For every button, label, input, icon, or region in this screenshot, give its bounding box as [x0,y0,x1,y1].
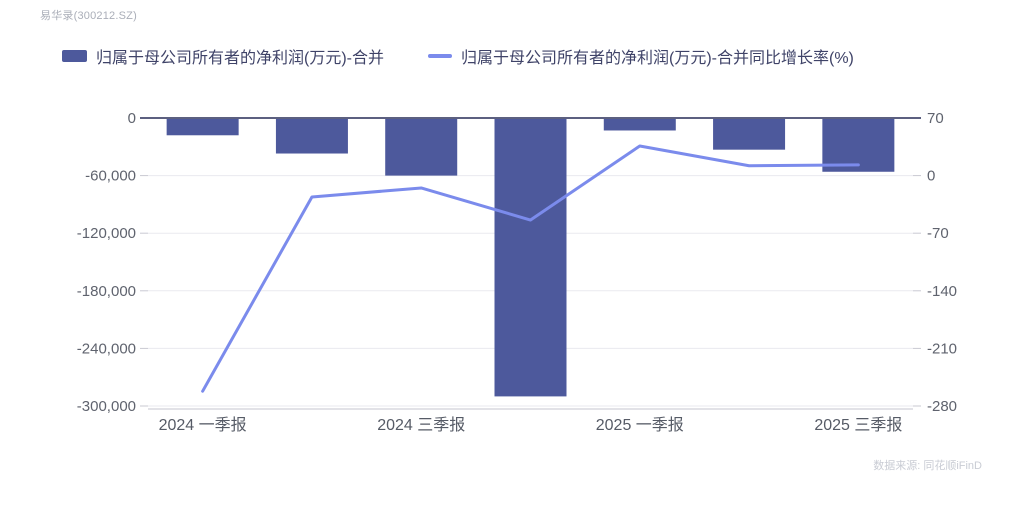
x-axis-label: 2024 一季报 [159,416,247,434]
right-axis-tick-label: -210 [927,340,957,357]
bar-2024 三季报 [385,118,458,176]
line-series-swatch-icon [428,54,452,58]
bar-2024 一季报 [166,118,239,136]
bar-2025 三季报 [822,118,895,172]
left-axis-tick-label: -240,000 [77,340,136,357]
bar-2025 一季报 [603,118,676,131]
left-axis-tick-label: -300,000 [77,398,136,415]
growth-rate-line [201,144,860,393]
bar-2024 年报 [494,118,567,397]
legend-item-growth-rate[interactable]: 归属于母公司所有者的净利润(万元)-合并同比增长率(%) [428,44,854,68]
right-axis-tick-label: 70 [927,110,944,127]
left-axis-tick-label: -120,000 [77,225,136,242]
left-axis-tick-label: 0 [128,110,136,127]
chart-title: 易华录(300212.SZ) [40,10,137,22]
x-axis-label: 2025 一季报 [596,416,684,434]
bar-series-swatch-icon [62,50,87,62]
legend-label-net-profit: 归属于母公司所有者的净利润(万元)-合并 [96,50,384,67]
left-axis-tick-label: -60,000 [85,168,136,185]
bar-2024 中报 [275,118,348,154]
x-axis-label: 2024 三季报 [377,416,465,434]
left-axis-tick-label: -180,000 [77,283,136,300]
legend-label-growth-rate: 归属于母公司所有者的净利润(万元)-合并同比增长率(%) [461,50,854,67]
right-axis-tick-label: -140 [927,283,957,300]
legend-item-net-profit[interactable]: 归属于母公司所有者的净利润(万元)-合并 [62,44,384,68]
right-axis-tick-label: -280 [927,398,957,415]
right-axis-tick-label: 0 [927,168,935,185]
x-axis-label: 2025 三季报 [814,416,902,434]
data-source-note: 数据来源: 同花顺iFinD [873,460,982,472]
right-axis-tick-label: -70 [927,225,949,242]
chart-legend: 归属于母公司所有者的净利润(万元)-合并 归属于母公司所有者的净利润(万元)-合… [62,44,854,68]
bar-2025 中报 [713,118,786,150]
